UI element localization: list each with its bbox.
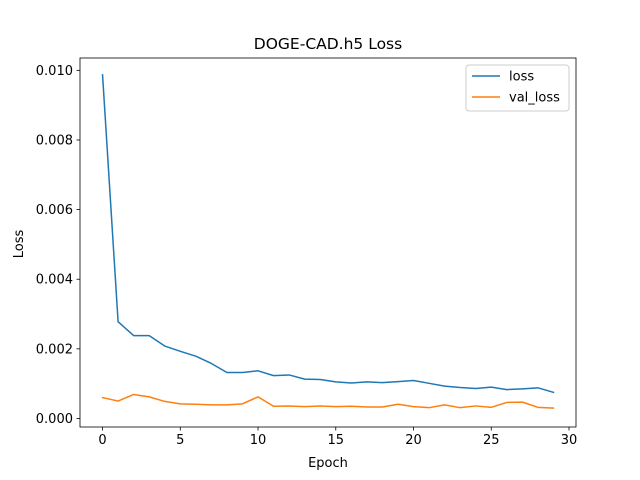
y-tick-label: 0.006 (36, 203, 73, 218)
x-tick-label: 5 (176, 433, 184, 448)
y-tick-label: 0.004 (36, 273, 73, 288)
x-tick-label: 15 (328, 433, 345, 448)
x-tick-label: 20 (405, 433, 422, 448)
legend-label-val-loss: val_loss (509, 91, 560, 106)
x-axis-label: Epoch (308, 456, 348, 471)
x-tick-label: 0 (98, 433, 106, 448)
y-tick-label: 0.002 (36, 342, 73, 357)
y-tick-label: 0.000 (36, 412, 73, 427)
y-axis-label: Loss (12, 230, 27, 259)
y-tick-label: 0.008 (36, 133, 73, 148)
x-tick-label: 30 (561, 433, 578, 448)
x-tick-label: 25 (483, 433, 500, 448)
axes-frame (79, 57, 577, 428)
y-tick-label: 0.010 (36, 64, 73, 79)
legend: loss val_loss (465, 64, 570, 112)
chart-title: DOGE-CAD.h5 Loss (254, 35, 402, 53)
series-line-val-loss (101, 393, 555, 409)
legend-label-loss: loss (509, 70, 534, 85)
series-line-loss (101, 74, 555, 394)
x-tick-label: 10 (250, 433, 267, 448)
plot-area: 0 5 10 15 20 25 30 0.000 0.002 0.004 0.006 0.008 0.0… (36, 57, 578, 448)
